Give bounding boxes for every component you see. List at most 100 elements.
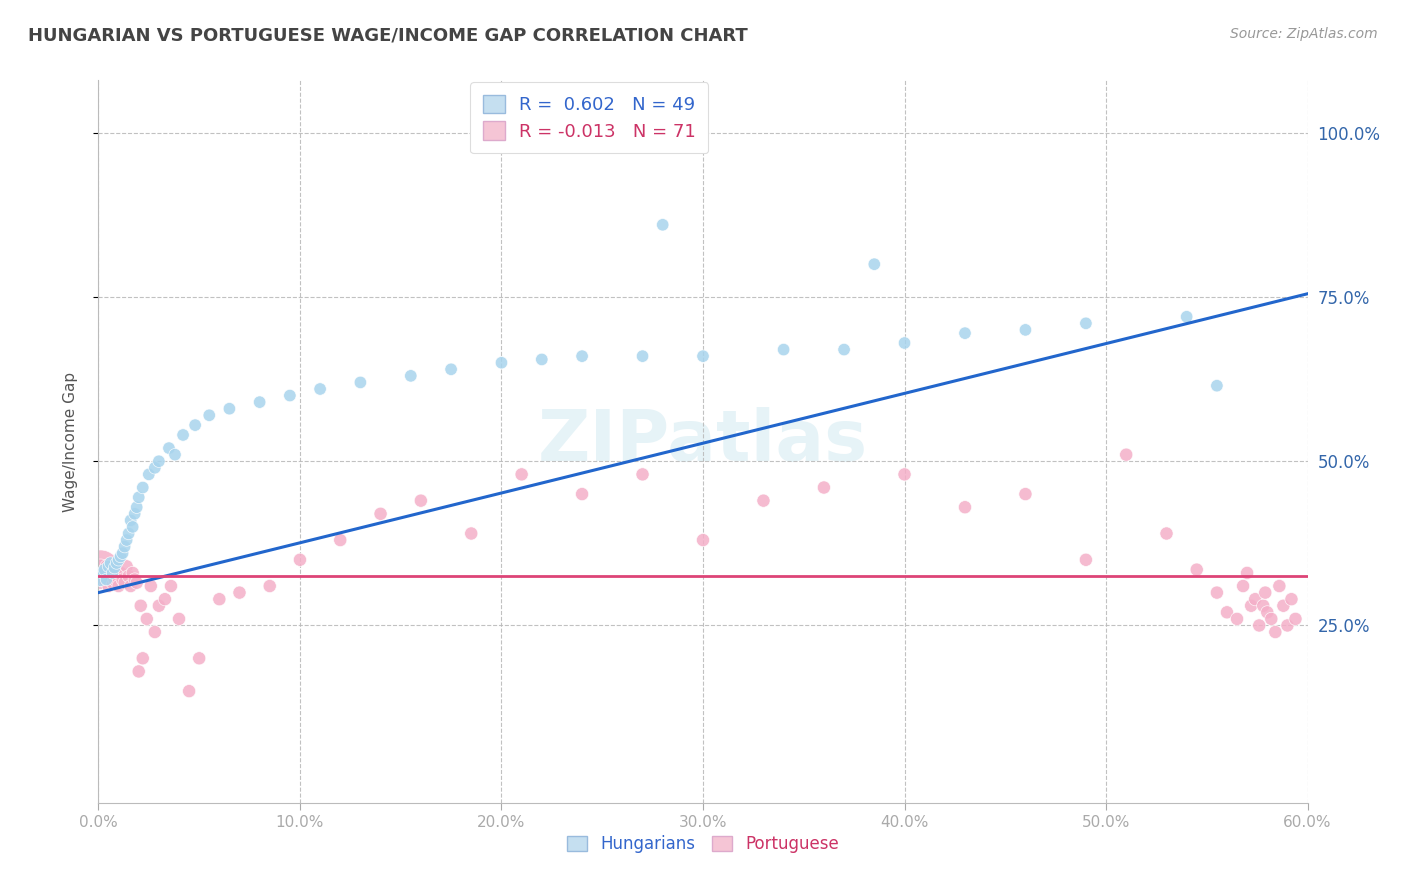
Point [128, 665, 150, 679]
Point [111, 546, 134, 560]
Point [1264, 625, 1286, 640]
Point [148, 599, 170, 613]
Point [198, 409, 221, 423]
Point [128, 491, 150, 505]
Point [813, 481, 835, 495]
Point [91, 566, 114, 580]
Point [1281, 592, 1303, 607]
Point [1240, 599, 1263, 613]
Point [100, 556, 122, 570]
Point [1014, 487, 1036, 501]
Point [1216, 605, 1239, 619]
Point [143, 460, 166, 475]
Point [167, 612, 190, 626]
Point [105, 556, 128, 570]
Point [1272, 599, 1295, 613]
Point [111, 573, 134, 587]
Point [107, 553, 129, 567]
Point [91, 569, 114, 583]
Point [101, 575, 124, 590]
Text: ZIPatlas: ZIPatlas [538, 407, 868, 476]
Point [124, 507, 146, 521]
Point [752, 493, 775, 508]
Point [100, 566, 122, 580]
Point [692, 349, 714, 363]
Point [288, 553, 311, 567]
Point [1249, 618, 1271, 632]
Point [1185, 563, 1208, 577]
Point [132, 651, 155, 665]
Point [772, 343, 794, 357]
Point [1251, 599, 1274, 613]
Point [148, 454, 170, 468]
Point [329, 533, 352, 547]
Point [278, 388, 301, 402]
Point [115, 533, 138, 547]
Point [89, 563, 111, 577]
Point [163, 448, 186, 462]
Point [143, 625, 166, 640]
Point [1156, 526, 1178, 541]
Point [1260, 612, 1282, 626]
Point [97, 579, 120, 593]
Point [121, 520, 143, 534]
Point [160, 579, 183, 593]
Point [179, 684, 201, 698]
Point [309, 382, 332, 396]
Legend: Hungarians, Portuguese: Hungarians, Portuguese [561, 828, 845, 860]
Point [832, 343, 855, 357]
Point [105, 563, 128, 577]
Point [249, 395, 271, 409]
Point [1206, 585, 1229, 599]
Point [120, 513, 142, 527]
Point [89, 566, 111, 580]
Point [1074, 316, 1097, 330]
Point [110, 549, 132, 564]
Text: HUNGARIAN VS PORTUGUESE WAGE/INCOME GAP CORRELATION CHART: HUNGARIAN VS PORTUGUESE WAGE/INCOME GAP … [28, 27, 748, 45]
Point [1014, 323, 1036, 337]
Point [510, 467, 533, 482]
Point [218, 401, 240, 416]
Point [97, 559, 120, 574]
Point [115, 559, 138, 574]
Point [953, 500, 976, 515]
Point [110, 566, 132, 580]
Point [692, 533, 714, 547]
Point [571, 349, 593, 363]
Point [1074, 553, 1097, 567]
Point [139, 579, 162, 593]
Point [399, 368, 422, 383]
Point [863, 257, 886, 271]
Point [188, 651, 211, 665]
Point [631, 467, 654, 482]
Point [1256, 605, 1278, 619]
Point [208, 592, 231, 607]
Point [1236, 566, 1258, 580]
Point [370, 507, 392, 521]
Point [114, 575, 136, 590]
Y-axis label: Wage/Income Gap: Wage/Income Gap [63, 371, 77, 512]
Point [129, 599, 152, 613]
Point [96, 559, 118, 574]
Point [93, 563, 115, 577]
Point [1244, 592, 1267, 607]
Point [135, 612, 157, 626]
Point [1284, 612, 1306, 626]
Point [125, 575, 148, 590]
Point [124, 573, 146, 587]
Point [118, 526, 141, 541]
Point [103, 560, 125, 574]
Point [153, 592, 176, 607]
Point [120, 579, 142, 593]
Point [1254, 585, 1277, 599]
Point [132, 481, 155, 495]
Point [96, 573, 118, 587]
Point [138, 467, 160, 482]
Point [101, 566, 124, 580]
Point [409, 493, 432, 508]
Point [1226, 612, 1249, 626]
Point [571, 487, 593, 501]
Point [259, 579, 281, 593]
Point [893, 467, 915, 482]
Point [440, 362, 463, 376]
